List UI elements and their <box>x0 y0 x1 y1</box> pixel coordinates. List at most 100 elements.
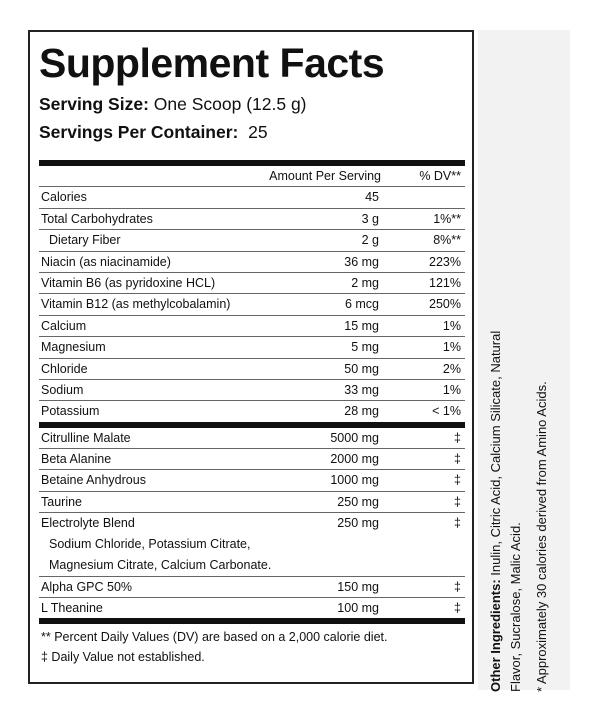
amount-header: Amount Per Serving <box>269 169 381 183</box>
row: Alpha GPC 50% 150 mg ‡ <box>39 577 465 599</box>
row-dv: ‡ <box>454 601 461 616</box>
servings-label: Servings Per Container: <box>39 122 239 142</box>
row-dv: 2% <box>442 361 461 376</box>
row-amount: 50 mg <box>344 361 379 376</box>
row: Beta Alanine 2000 mg ‡ <box>39 449 465 471</box>
row: Vitamin B12 (as methylcobalamin) 6 mcg 250… <box>39 294 465 316</box>
row: Electrolyte Blend 250 mg ‡ <box>39 513 465 533</box>
row-dv: ‡ <box>454 516 461 531</box>
row-amount: 2 mg <box>351 275 379 290</box>
row-name: Beta Alanine <box>41 452 112 467</box>
other-ingredients-label: Other Ingredients: <box>488 579 503 692</box>
side-text: Other Ingredients: Inulin, Citric Acid, … <box>486 32 570 692</box>
row-dv: 250% <box>429 297 461 312</box>
row: Vitamin B6 (as pyridoxine HCL) 2 mg 121% <box>39 273 465 295</box>
row-name: Betaine Anhydrous <box>41 473 146 488</box>
ingredient-section: Citrulline Malate 5000 mg ‡ Beta Alanine 200… <box>39 428 465 619</box>
row-amount: 45 <box>365 190 379 205</box>
row-dv: 121% <box>429 275 461 290</box>
nutrient-section: Calories 45 Total Carbohydrates 3 g 1%** Diet… <box>39 187 465 421</box>
side-panel <box>478 30 570 690</box>
row-dv: 223% <box>429 254 461 269</box>
row: Chloride 50 mg 2% <box>39 359 465 380</box>
footnotes: ** Percent Daily Values (DV) are based o… <box>39 624 465 667</box>
servings-value: 25 <box>248 122 268 142</box>
row-name: Taurine <box>41 494 82 509</box>
row-dv: < 1% <box>432 404 461 419</box>
row: Niacin (as niacinamide) 36 mg 223% <box>39 252 465 273</box>
row-amount: 2000 mg <box>330 452 379 467</box>
serving-size: Serving Size: One Scoop (12.5 g) <box>39 94 307 115</box>
rule <box>39 618 465 625</box>
row-detail: Sodium Chloride, Potassium Citrate, <box>49 536 251 551</box>
side-note: * Approximately 30 calories derived from… <box>534 381 549 692</box>
row-amount: 3 g <box>361 211 379 226</box>
row-dv: 8%** <box>433 233 461 248</box>
row-name: Citrulline Malate <box>41 430 131 445</box>
row: Calcium 15 mg 1% <box>39 316 465 338</box>
row-amount: 15 mg <box>344 318 379 333</box>
row-dv: 1% <box>442 318 461 333</box>
row-amount: 6 mcg <box>344 297 379 312</box>
row: Taurine 250 mg ‡ <box>39 492 465 514</box>
row-name: Alpha GPC 50% <box>41 579 133 594</box>
footnote: ‡ Daily Value not established. <box>41 650 205 665</box>
serving-size-label: Serving Size: <box>39 94 149 114</box>
row-amount: 250 mg <box>337 494 379 509</box>
row-name: Dietary Fiber <box>49 233 121 248</box>
rule <box>39 160 465 166</box>
other-ingredients: Other Ingredients: Inulin, Citric Acid, … <box>486 32 506 692</box>
row: Sodium 33 mg 1% <box>39 380 465 402</box>
row-dv: ‡ <box>454 494 461 509</box>
serving-size-value: One Scoop (12.5 g) <box>153 94 307 114</box>
row-amount: 1000 mg <box>330 473 379 488</box>
row: Total Carbohydrates 3 g 1%** <box>39 209 465 231</box>
row-name: Vitamin B12 (as methylcobalamin) <box>41 297 231 312</box>
row-amount: 5000 mg <box>330 430 379 445</box>
row-dv: ‡ <box>454 430 461 445</box>
row-name: Magnesium <box>41 340 106 355</box>
row-dv: ‡ <box>454 473 461 488</box>
row-name: Sodium <box>41 382 84 397</box>
other-ingredients-line: Flavor, Sucralose, Malic Acid. <box>508 522 523 692</box>
row-amount: 5 mg <box>351 340 379 355</box>
row-name: Chloride <box>41 361 88 376</box>
row: Potassium 28 mg < 1% <box>39 401 465 421</box>
row-name: Total Carbohydrates <box>41 211 153 226</box>
row-name: Calcium <box>41 318 87 333</box>
row-name: Niacin (as niacinamide) <box>41 254 171 269</box>
row-dv: 1% <box>442 340 461 355</box>
row-amount: 150 mg <box>337 579 379 594</box>
footnote: ** Percent Daily Values (DV) are based o… <box>41 630 388 645</box>
row-detail: Magnesium Citrate, Calcium Carbonate. <box>39 555 465 577</box>
row-dv: ‡ <box>454 452 461 467</box>
row-name: Calories <box>41 190 87 205</box>
row-dv: 1% <box>442 382 461 397</box>
row-name: Electrolyte Blend <box>41 516 135 531</box>
row-amount: 28 mg <box>344 404 379 419</box>
row-name: L Theanine <box>41 601 103 616</box>
other-ingredients-line: Inulin, Citric Acid, Calcium Silicate, N… <box>488 330 503 576</box>
row-amount: 2 g <box>361 233 379 248</box>
row-amount: 33 mg <box>344 382 379 397</box>
row-name: Vitamin B6 (as pyridoxine HCL) <box>41 275 216 290</box>
row: Citrulline Malate 5000 mg ‡ <box>39 428 465 450</box>
row-amount: 36 mg <box>344 254 379 269</box>
row: Dietary Fiber 2 g 8%** <box>39 230 465 252</box>
header-row: Amount Per Serving % DV** <box>39 166 465 188</box>
facts-table: Amount Per Serving % DV** Calories 45 Tota… <box>39 160 465 667</box>
row: Betaine Anhydrous 1000 mg ‡ <box>39 470 465 492</box>
row-amount: 100 mg <box>337 601 379 616</box>
row-amount: 250 mg <box>337 516 379 531</box>
facts-label: Supplement Facts Serving Size: One Scoop… <box>28 30 474 684</box>
row-name: Potassium <box>41 404 100 419</box>
row: L Theanine 100 mg ‡ <box>39 598 465 618</box>
row-dv: ‡ <box>454 579 461 594</box>
row-dv: 1%** <box>433 211 461 226</box>
servings-per-container: Servings Per Container: 25 <box>39 122 268 143</box>
dv-header: % DV** <box>419 169 461 183</box>
rule <box>39 421 465 428</box>
row: Calories 45 <box>39 187 465 209</box>
row: Magnesium 5 mg 1% <box>39 337 465 359</box>
